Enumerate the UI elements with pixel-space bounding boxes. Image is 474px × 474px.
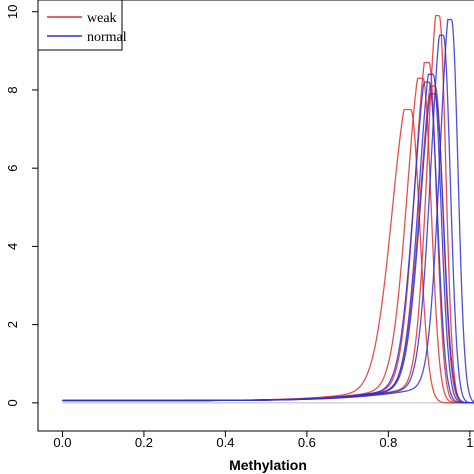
x-tick-label: 1 <box>466 435 473 450</box>
density-line-normal-8 <box>62 93 474 404</box>
y-tick-label: 0 <box>5 399 20 406</box>
x-tick-label: 0.8 <box>379 435 397 450</box>
x-tick-label: 0.2 <box>135 435 153 450</box>
x-axis-title: Methylation <box>229 457 307 473</box>
x-axis: 0.0 0.2 0.4 0.6 0.8 1 <box>53 431 473 450</box>
x-tick-label: 0.0 <box>53 435 71 450</box>
y-tick-label: 10 <box>5 4 20 18</box>
y-tick-label: 4 <box>5 243 20 250</box>
y-tick-label: 8 <box>5 86 20 93</box>
legend-label-normal: normal <box>87 30 127 45</box>
y-tick-label: 6 <box>5 165 20 172</box>
legend-label-weak: weak <box>87 11 117 26</box>
legend-box <box>37 0 123 51</box>
plot-area-frame <box>37 0 474 432</box>
legend: weak normal <box>37 0 127 51</box>
density-line-weak-5 <box>62 14 474 404</box>
x-tick-label: 0.4 <box>216 435 234 450</box>
density-line-normal-10 <box>62 18 474 403</box>
density-line-weak-1 <box>62 108 474 404</box>
y-axis: 0 2 4 6 8 10 <box>5 4 38 406</box>
x-tick-label: 0.6 <box>298 435 316 450</box>
y-tick-label: 2 <box>5 321 20 328</box>
series-layer <box>62 14 474 404</box>
density-line-weak-2 <box>62 77 474 404</box>
